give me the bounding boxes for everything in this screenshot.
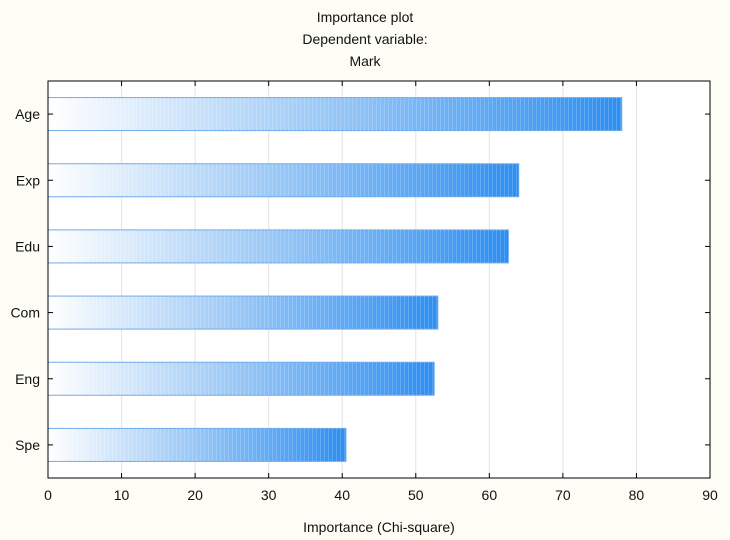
y-tick-label-edu: Edu bbox=[15, 238, 40, 254]
x-tick-label: 70 bbox=[555, 487, 571, 503]
x-tick-label: 20 bbox=[187, 487, 203, 503]
bar-texture-age bbox=[48, 97, 622, 131]
x-tick-label: 40 bbox=[334, 487, 350, 503]
chart-subtitle-line-1: Dependent variable: bbox=[302, 31, 428, 47]
chart-subtitle-line-2: Mark bbox=[349, 53, 381, 69]
x-tick-label: 30 bbox=[261, 487, 277, 503]
bar-texture-eng bbox=[48, 362, 435, 396]
x-axis-title: Importance (Chi-square) bbox=[303, 519, 455, 535]
y-tick-label-eng: Eng bbox=[15, 371, 40, 387]
axis-ticks bbox=[47, 81, 711, 478]
x-tick-label: 90 bbox=[702, 487, 718, 503]
y-tick-label-exp: Exp bbox=[16, 172, 40, 188]
gridlines bbox=[121, 81, 637, 478]
chart-title-block: Importance plot Dependent variable: Mark bbox=[0, 6, 730, 72]
bars bbox=[47, 97, 623, 462]
plot-frame bbox=[47, 80, 711, 479]
bar-texture-com bbox=[48, 296, 438, 330]
x-tick-label: 10 bbox=[114, 487, 130, 503]
plot-background bbox=[48, 81, 710, 478]
chart-title: Importance plot bbox=[316, 9, 414, 25]
bar-texture-exp bbox=[48, 163, 519, 197]
x-tick-label: 50 bbox=[408, 487, 424, 503]
y-tick-label-spe: Spe bbox=[15, 437, 40, 453]
y-tick-label-age: Age bbox=[15, 106, 40, 122]
y-tick-label-com: Com bbox=[10, 305, 40, 321]
x-tick-label: 0 bbox=[44, 487, 52, 503]
axis-labels: 0 10 20 30 40 50 60 70 80 90 Age Exp Edu Com Eng Spe bbox=[10, 106, 718, 503]
bar-texture-spe bbox=[48, 428, 346, 462]
x-tick-label: 80 bbox=[629, 487, 645, 503]
bar-texture-edu bbox=[48, 229, 509, 263]
x-tick-label: 60 bbox=[482, 487, 498, 503]
